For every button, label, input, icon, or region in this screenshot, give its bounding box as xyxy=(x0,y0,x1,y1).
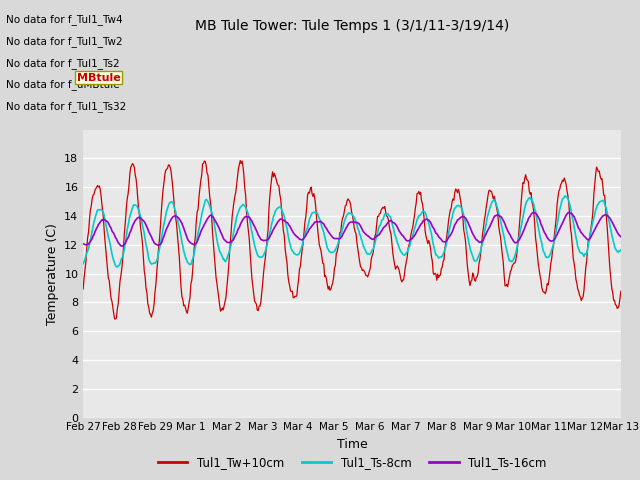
Tul1_Tw+10cm xyxy=(324,286,332,292)
Tul1_Ts-8cm xyxy=(113,264,120,270)
Tul1_Ts-16cm xyxy=(565,210,573,216)
Y-axis label: Temperature (C): Temperature (C) xyxy=(45,223,59,324)
Text: No data for f_Tul1_Tw4: No data for f_Tul1_Tw4 xyxy=(6,14,123,25)
Tul1_Ts-16cm xyxy=(397,230,404,236)
Tul1_Tw+10cm xyxy=(398,279,406,285)
Tul1_Ts-16cm xyxy=(218,233,226,239)
Tul1_Ts-16cm xyxy=(485,226,493,231)
Tul1_Ts-8cm xyxy=(485,209,493,215)
Text: MBtule: MBtule xyxy=(77,72,120,83)
Tul1_Ts-8cm xyxy=(397,249,404,255)
Tul1_Ts-16cm xyxy=(175,216,183,222)
Line: Tul1_Ts-8cm: Tul1_Ts-8cm xyxy=(83,196,621,267)
Tul1_Ts-8cm xyxy=(218,253,226,259)
Tul1_Ts-16cm xyxy=(118,243,125,249)
Tul1_Ts-8cm xyxy=(79,261,87,266)
Tul1_Tw+10cm xyxy=(79,286,87,292)
Tul1_Ts-8cm xyxy=(323,245,331,251)
Tul1_Tw+10cm xyxy=(440,257,448,263)
X-axis label: Time: Time xyxy=(337,438,367,451)
Text: MB Tule Tower: Tule Temps 1 (3/1/11-3/19/14): MB Tule Tower: Tule Temps 1 (3/1/11-3/19… xyxy=(195,19,509,33)
Tul1_Ts-16cm xyxy=(323,227,331,233)
Tul1_Ts-16cm xyxy=(439,239,447,244)
Tul1_Ts-8cm xyxy=(439,252,447,257)
Text: No data for f_Tul1_Tw2: No data for f_Tul1_Tw2 xyxy=(6,36,123,47)
Tul1_Ts-16cm xyxy=(617,234,625,240)
Tul1_Ts-16cm xyxy=(79,241,87,247)
Line: Tul1_Tw+10cm: Tul1_Tw+10cm xyxy=(83,161,621,319)
Tul1_Tw+10cm xyxy=(617,288,625,294)
Tul1_Ts-8cm xyxy=(175,224,183,230)
Text: No data for f_uMBtule: No data for f_uMBtule xyxy=(6,79,120,90)
Text: No data for f_Tul1_Ts2: No data for f_Tul1_Ts2 xyxy=(6,58,120,69)
Tul1_Ts-8cm xyxy=(561,193,569,199)
Tul1_Tw+10cm xyxy=(486,187,493,193)
Legend: Tul1_Tw+10cm, Tul1_Ts-8cm, Tul1_Ts-16cm: Tul1_Tw+10cm, Tul1_Ts-8cm, Tul1_Ts-16cm xyxy=(153,452,551,474)
Line: Tul1_Ts-16cm: Tul1_Ts-16cm xyxy=(83,213,621,246)
Tul1_Tw+10cm xyxy=(218,305,226,311)
Text: No data for f_Tul1_Ts32: No data for f_Tul1_Ts32 xyxy=(6,101,127,112)
Tul1_Tw+10cm xyxy=(111,316,118,322)
Tul1_Tw+10cm xyxy=(175,253,183,259)
Tul1_Tw+10cm xyxy=(236,158,244,164)
Tul1_Ts-8cm xyxy=(617,247,625,253)
